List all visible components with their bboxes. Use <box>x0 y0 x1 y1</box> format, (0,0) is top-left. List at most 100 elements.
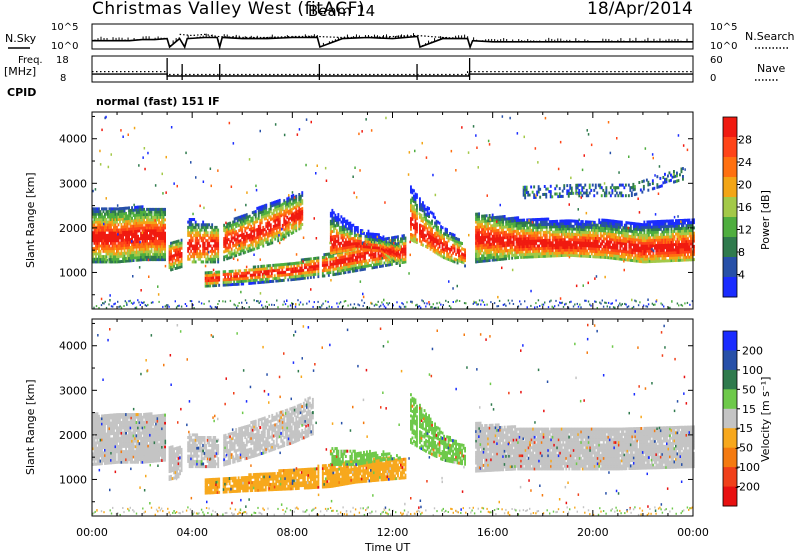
power-cell <box>140 234 142 238</box>
power-cell <box>429 221 432 225</box>
power-cell <box>344 255 347 259</box>
power-cell <box>577 230 580 234</box>
power-cell <box>551 222 554 226</box>
power-cell <box>312 262 315 266</box>
power-cell <box>117 228 120 232</box>
power-cell <box>545 225 548 229</box>
power-cell <box>156 244 159 248</box>
power-cell <box>143 221 145 225</box>
power-cell <box>511 256 514 260</box>
power-cell <box>140 247 142 251</box>
power-cell <box>529 218 532 222</box>
power-cell <box>102 255 105 259</box>
power-cell <box>280 214 283 218</box>
power-cell <box>92 210 94 214</box>
power-cell <box>108 223 111 227</box>
power-cell <box>211 236 214 240</box>
power-cell <box>149 250 151 254</box>
power-cell <box>560 230 563 234</box>
power-cell <box>508 225 511 229</box>
power-cell <box>545 228 548 232</box>
power-cell <box>343 220 346 223</box>
power-cell <box>147 255 150 259</box>
power-cell <box>598 255 601 259</box>
power-cell <box>162 234 165 238</box>
power-cell <box>253 221 256 225</box>
power-cell <box>413 197 415 201</box>
power-cell <box>147 237 150 240</box>
power-cell <box>571 251 574 255</box>
power-cell <box>441 226 444 230</box>
power-cell <box>341 246 344 250</box>
power-cell <box>119 233 121 237</box>
power-cell <box>357 255 360 259</box>
power-cell <box>391 255 394 259</box>
power-cell <box>135 237 138 241</box>
power-cell <box>232 241 235 245</box>
power-cell <box>334 224 337 228</box>
power-cell <box>290 197 293 201</box>
power-cell <box>260 229 263 233</box>
power-cell <box>105 252 108 256</box>
power-cell <box>194 228 197 232</box>
power-cell <box>209 231 212 235</box>
power-cell <box>128 217 130 220</box>
power-cell <box>429 210 432 214</box>
power-cell <box>300 269 303 273</box>
power-cell <box>261 275 264 279</box>
power-cell <box>131 216 133 220</box>
power-cell <box>377 259 380 263</box>
power-cell <box>524 239 527 243</box>
power-cell <box>296 215 299 219</box>
power-cell <box>565 243 568 247</box>
power-cell <box>568 222 571 225</box>
power-cell <box>367 251 369 255</box>
power-cell <box>230 226 233 230</box>
power-cell <box>152 237 154 240</box>
power-cell <box>264 272 267 276</box>
power-cell <box>280 203 283 207</box>
power-cell <box>119 215 121 219</box>
power-cell <box>497 234 500 238</box>
power-cell <box>230 277 233 281</box>
power-cell <box>196 241 199 245</box>
power-cell <box>514 219 517 223</box>
power-cell <box>276 271 279 275</box>
power-cell <box>217 233 220 237</box>
power-cell <box>279 273 282 277</box>
power-cell <box>557 225 560 229</box>
power-cell <box>356 261 359 264</box>
power-cell <box>123 243 126 247</box>
power-cell <box>308 262 311 266</box>
power-cell <box>539 231 542 235</box>
power-cell <box>159 247 162 251</box>
power-cell <box>104 247 106 251</box>
power-cell <box>478 217 480 221</box>
power-cell <box>502 241 505 245</box>
power-cell <box>245 221 248 225</box>
power-cell <box>356 255 359 259</box>
power-cell <box>500 249 503 253</box>
power-cell <box>425 218 427 222</box>
power-cell <box>503 244 506 248</box>
power-cell <box>270 279 273 283</box>
power-cell <box>268 210 271 214</box>
power-cell <box>174 245 177 249</box>
power-cell <box>194 220 197 224</box>
power-cell <box>500 255 503 259</box>
power-cell <box>535 255 538 259</box>
power-cell <box>290 202 293 206</box>
power-cell <box>361 247 364 251</box>
power-cell <box>388 240 391 243</box>
power-cell <box>122 214 124 218</box>
power-cell <box>190 220 193 224</box>
power-cell <box>212 257 215 261</box>
power-cell <box>176 242 178 246</box>
power-cell <box>129 211 132 215</box>
power-cell <box>355 239 358 243</box>
power-cell <box>464 248 466 252</box>
power-cell <box>317 272 320 276</box>
power-cell <box>240 271 243 275</box>
power-cell <box>110 207 112 211</box>
power-cell <box>102 236 105 240</box>
